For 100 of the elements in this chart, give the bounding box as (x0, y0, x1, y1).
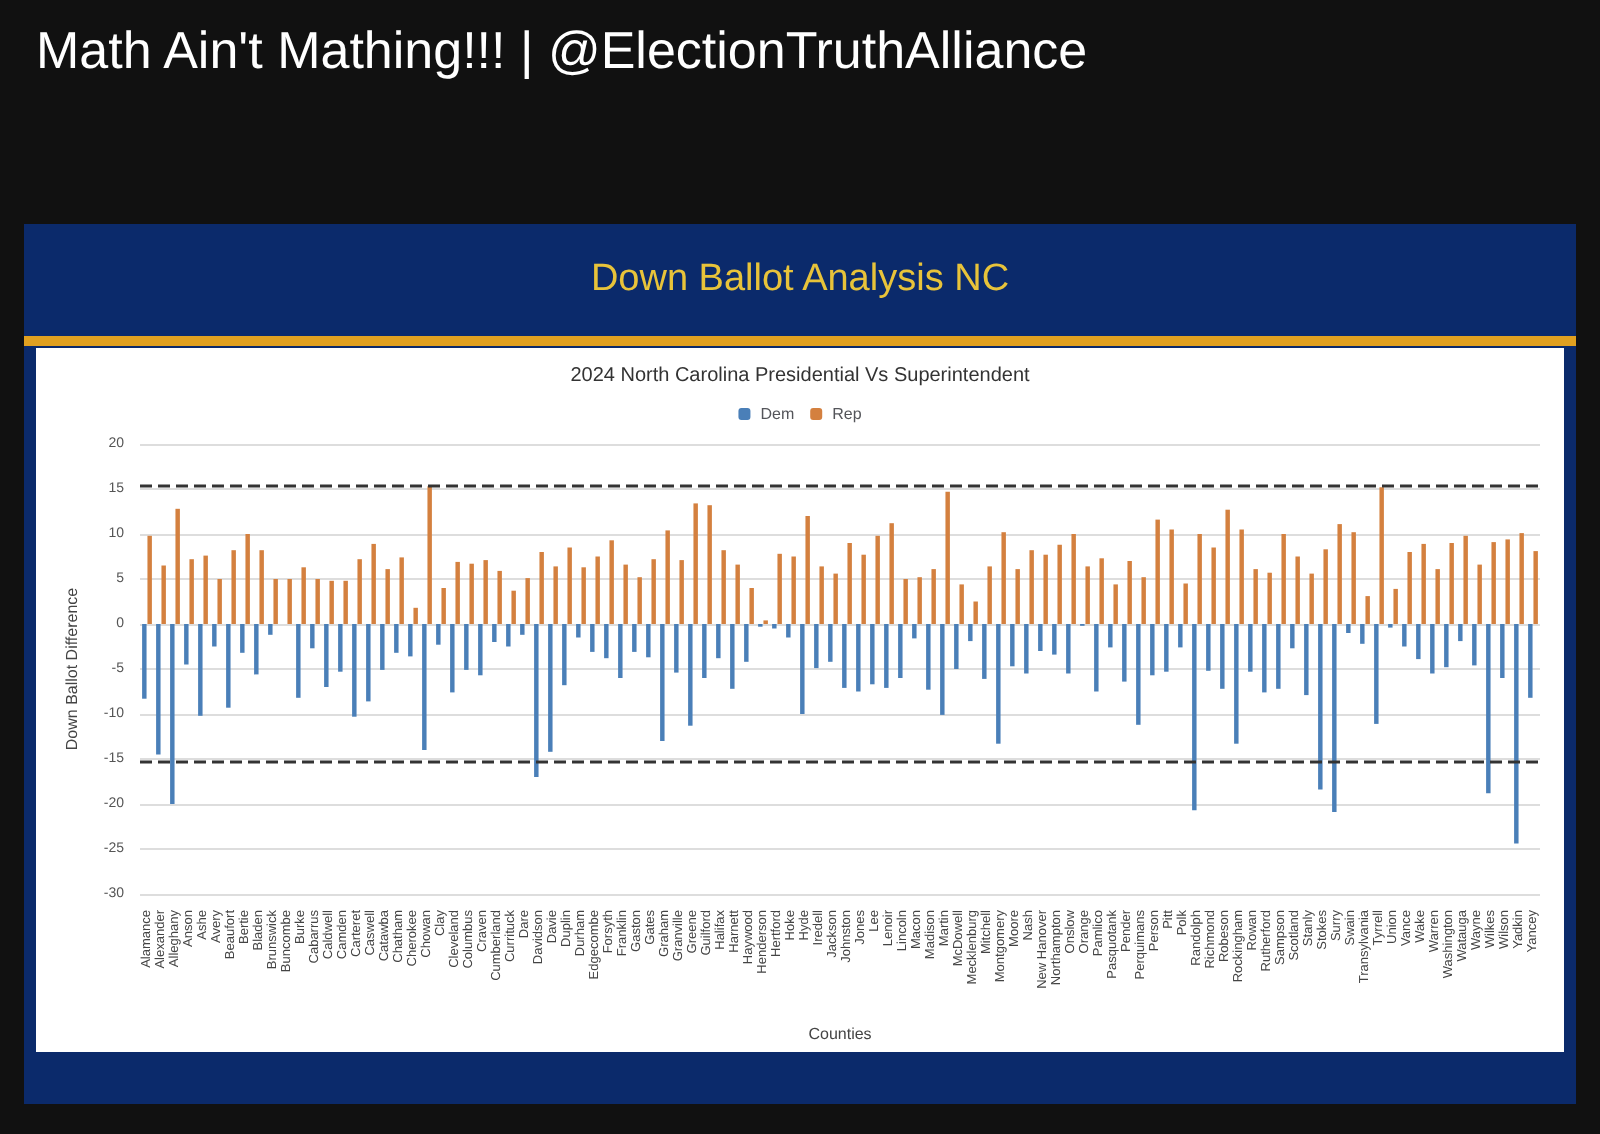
bar (912, 624, 917, 639)
bar (212, 624, 217, 647)
bar (1407, 552, 1412, 624)
bar (189, 559, 194, 624)
bar (819, 566, 824, 624)
bar (987, 566, 992, 624)
bar (492, 624, 497, 642)
bar (609, 540, 614, 624)
bar (665, 530, 670, 624)
bar (1505, 539, 1510, 624)
bar (1038, 624, 1043, 651)
bar (1164, 624, 1169, 672)
bar (1491, 542, 1496, 624)
bar (1108, 624, 1113, 648)
bar (1477, 564, 1482, 624)
bar (1402, 624, 1407, 647)
bar (1029, 550, 1034, 624)
bar (1435, 569, 1440, 624)
bar (800, 624, 805, 714)
bar (959, 584, 964, 624)
bar (679, 560, 684, 624)
bar (287, 579, 292, 624)
bar (1500, 624, 1505, 678)
bar (903, 579, 908, 624)
bar (315, 579, 320, 624)
bar (982, 624, 987, 679)
bar (1043, 554, 1048, 624)
bar (1262, 624, 1267, 693)
bar (576, 624, 581, 638)
bar (707, 505, 712, 624)
bar (478, 624, 483, 676)
bar (1150, 624, 1155, 676)
bar (1234, 624, 1239, 744)
bar (1365, 596, 1370, 624)
bar (380, 624, 385, 670)
bar (231, 550, 236, 624)
bar (1444, 624, 1449, 668)
bar (861, 554, 866, 624)
bar (1192, 624, 1197, 811)
bar (1169, 529, 1174, 624)
bar (805, 516, 810, 624)
bar (254, 624, 259, 675)
bar (1486, 624, 1491, 794)
bar (1533, 551, 1538, 624)
bar (497, 570, 502, 624)
bar (226, 624, 231, 708)
bar (198, 624, 203, 716)
bar (996, 624, 1001, 744)
bar (357, 559, 362, 624)
bar (147, 535, 152, 624)
bar (749, 588, 754, 624)
bar (506, 624, 511, 647)
bar (1211, 547, 1216, 624)
bar (693, 503, 698, 624)
bar (1057, 544, 1062, 624)
bar (688, 624, 693, 726)
bar (548, 624, 553, 752)
bar (1122, 624, 1127, 682)
bar (646, 624, 651, 658)
bar (1220, 624, 1225, 689)
bar (940, 624, 945, 715)
bar (1346, 624, 1351, 633)
bar (324, 624, 329, 687)
bar (240, 624, 245, 653)
bar (385, 569, 390, 624)
bar (674, 624, 679, 673)
bar (408, 624, 413, 657)
chart-title: Down Ballot Analysis NC (24, 224, 1576, 346)
bar (329, 580, 334, 624)
bar (623, 564, 628, 624)
bar (1393, 588, 1398, 624)
text: Math Ain't Mathing!!! | @ElectionTruthAlliance (36, 20, 1088, 82)
bar (1430, 624, 1435, 674)
bar (1290, 624, 1295, 649)
bar (273, 579, 278, 624)
bar (1206, 624, 1211, 671)
bar (1528, 624, 1533, 698)
chart-subtitle: 2024 North Carolina Presidential Vs Superintendent (570, 365, 1031, 387)
bar (1421, 543, 1426, 624)
bar (1024, 624, 1029, 674)
bar (1239, 529, 1244, 624)
bar (1071, 534, 1076, 624)
bar (525, 578, 530, 624)
bar (791, 556, 796, 624)
bar (856, 624, 861, 692)
bar (1514, 624, 1519, 844)
bar (917, 577, 922, 624)
bar (1374, 624, 1379, 724)
bar (660, 624, 665, 741)
bar (1183, 583, 1188, 624)
bar (203, 555, 208, 624)
bar (399, 557, 404, 624)
bar (427, 486, 432, 624)
bar (828, 624, 833, 662)
bar (721, 550, 726, 624)
bar (875, 535, 880, 624)
bar (926, 624, 931, 690)
bar (483, 560, 488, 624)
x-axis-title: Counties (808, 1025, 872, 1043)
bar (1248, 624, 1253, 672)
